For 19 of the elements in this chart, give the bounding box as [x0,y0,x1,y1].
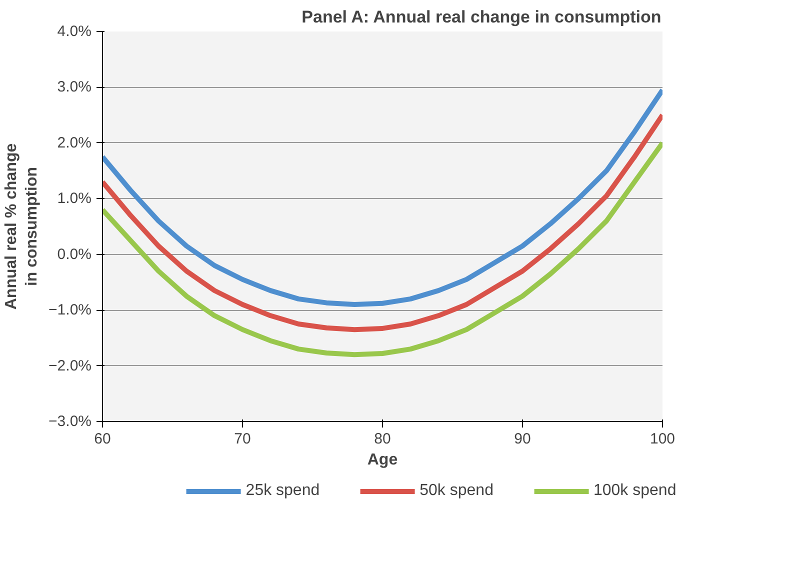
y-axis-title: Annual real % change in consumption [3,143,41,310]
legend-label: 100k spend [593,482,676,500]
x-axis-title: Age [367,452,398,468]
y-tick-label: −1.0% [48,302,92,319]
y-tick-label: 0.0% [57,246,92,263]
y-tick-label: −2.0% [48,357,92,374]
y-tick-label: −3.0% [48,413,92,430]
x-tick-label: 80 [374,430,391,448]
y-tick-label: 4.0% [57,23,92,40]
x-tick-label: 90 [514,430,531,448]
x-tick-label: 70 [234,430,251,448]
x-tick-label: 60 [94,430,111,448]
chart-title: Panel A: Annual real change in consumption [302,8,662,26]
x-tick-label: 100 [650,430,676,448]
legend-label: 25k spend [246,482,320,500]
y-tick-label: 2.0% [57,134,92,152]
legend-label: 50k spend [420,482,494,500]
y-tick-label: 1.0% [57,190,92,208]
y-tick-label: 3.0% [57,78,92,96]
